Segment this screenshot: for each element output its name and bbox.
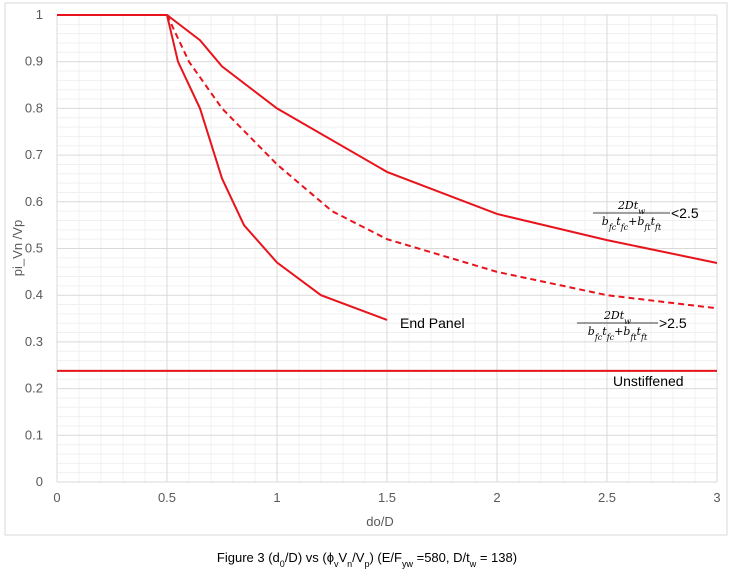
- series-line: [166, 14, 388, 321]
- text-segment: t: [651, 215, 656, 228]
- text-segment: fc: [620, 223, 629, 232]
- formula-suffix: <2.5: [671, 205, 699, 221]
- formula-denominator: bfctfc+bfttft: [602, 215, 662, 232]
- annotation: End Panel: [400, 315, 465, 331]
- text-segment: = 138): [476, 550, 517, 565]
- x-tick-label: 1: [273, 490, 280, 505]
- text-segment: ) (E/F: [369, 550, 402, 565]
- y-tick-label: 0.1: [25, 427, 43, 442]
- text-segment: 2Dt: [603, 309, 625, 322]
- text-segment: fc: [608, 223, 617, 232]
- text-segment: /D) vs (ϕ: [285, 550, 334, 565]
- caption: Figure 3 (d0/D) vs (ϕvVn/Vp) (E/Fyw =580…: [217, 550, 517, 569]
- text-segment: ft: [643, 223, 651, 232]
- text-segment: =580, D/t: [413, 550, 470, 565]
- x-axis-label: do/D: [366, 514, 393, 529]
- y-axis-label: pi_Vn /Vp: [10, 220, 25, 276]
- y-tick-label: 0.2: [25, 381, 43, 396]
- x-tick-label: 0: [53, 490, 60, 505]
- text-segment: +b: [628, 215, 644, 228]
- text-segment: b: [602, 215, 609, 228]
- y-tick-label: 0.4: [25, 287, 43, 302]
- text-segment: /V: [352, 550, 365, 565]
- formula-suffix: >2.5: [659, 315, 687, 331]
- text-segment: yw: [402, 559, 414, 569]
- text-segment: Figure 3 (d: [217, 550, 280, 565]
- text-segment: fc: [594, 333, 603, 342]
- y-tick-label: 0.8: [25, 100, 43, 115]
- formula-denominator: bfctfc+bfttft: [588, 325, 648, 342]
- x-tick-label: 0.5: [158, 490, 176, 505]
- text-segment: t: [616, 215, 621, 228]
- y-tick-label: 0.9: [25, 54, 43, 69]
- x-tick-label: 2.5: [598, 490, 616, 505]
- y-tick-label: 1: [36, 7, 43, 22]
- text-segment: ft: [640, 333, 648, 342]
- series-line: [166, 14, 718, 310]
- y-tick-label: 0.3: [25, 334, 43, 349]
- text-segment: w: [624, 317, 631, 326]
- text-segment: V: [338, 550, 347, 565]
- text-segment: fc: [606, 333, 615, 342]
- text-segment: 0: [280, 559, 285, 569]
- text-segment: ft: [629, 333, 637, 342]
- text-segment: 2Dt: [617, 199, 639, 212]
- x-tick-label: 2: [493, 490, 500, 505]
- chart-frame: [4, 2, 728, 536]
- text-segment: w: [469, 559, 477, 569]
- y-tick-label: 0.5: [25, 241, 43, 256]
- text-segment: +b: [614, 325, 630, 338]
- text-segment: v: [334, 559, 339, 569]
- y-tick-label: 0: [36, 474, 43, 489]
- formula-numerator: 2Dtw: [603, 309, 631, 326]
- text-segment: n: [347, 559, 352, 569]
- text-segment: ft: [654, 223, 662, 232]
- x-tick-label: 3: [713, 490, 720, 505]
- text-segment: p: [364, 559, 369, 569]
- y-tick-label: 0.6: [25, 194, 43, 209]
- annotation: Unstiffened: [613, 373, 684, 389]
- series-line: [57, 14, 718, 264]
- text-segment: w: [638, 207, 645, 216]
- x-tick-label: 1.5: [378, 490, 396, 505]
- text-segment: t: [637, 325, 642, 338]
- y-tick-label: 0.7: [25, 147, 43, 162]
- formula-numerator: 2Dtw: [617, 199, 645, 216]
- text-segment: b: [588, 325, 595, 338]
- text-segment: t: [602, 325, 607, 338]
